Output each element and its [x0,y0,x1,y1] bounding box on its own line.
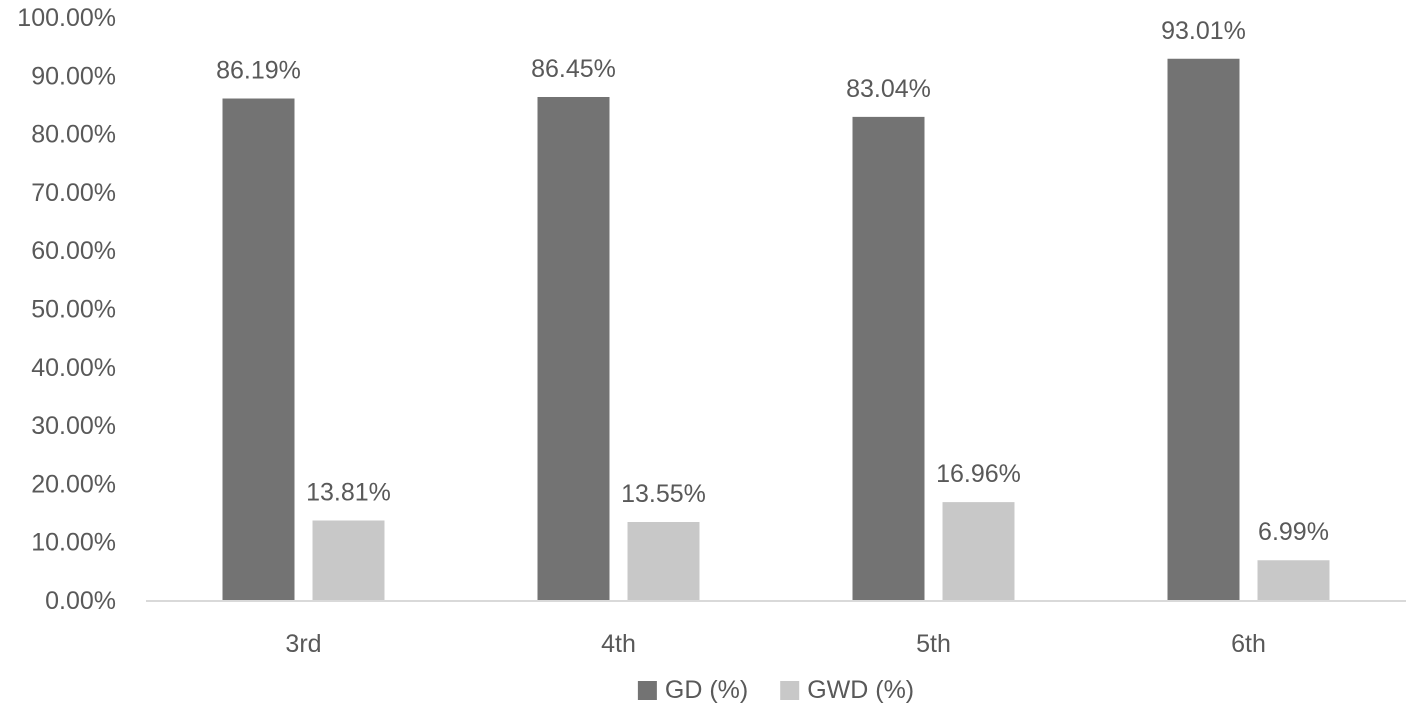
bars [222,58,1330,602]
x-tick-label: 3rd [285,630,321,658]
x-axis-ticks: 3rd 4th 5th 6th [285,630,1265,658]
data-label: 86.19% [216,57,301,85]
x-tick-label: 4th [601,630,636,658]
bar-gwd-5th [942,502,1015,601]
y-tick-label: 60.00% [31,237,116,265]
legend-swatch [637,681,657,700]
data-label: 93.01% [1161,17,1246,45]
y-tick-label: 40.00% [31,354,116,382]
bar-gd-6th [1167,58,1240,601]
legend-item: GD (%) [637,676,748,704]
y-tick-label: 70.00% [31,179,116,207]
data-label: 86.45% [531,55,616,83]
bar-gwd-3rd [312,520,385,601]
data-labels: 86.19% 13.81% 86.45% 13.55% 83.04% 16.96% 93.0… [216,17,1329,546]
bar-gwd-4th [627,522,700,601]
data-label: 13.81% [306,478,391,506]
legend-swatch [780,681,800,700]
legend-label: GWD (%) [807,676,914,704]
y-tick-label: 50.00% [31,296,116,324]
bar-gd-4th [537,96,610,602]
bar-gd-3rd [222,98,295,601]
legend-label: GD (%) [665,676,748,704]
data-label: 83.04% [846,75,931,103]
y-tick-label: 90.00% [31,62,116,90]
legend: GD (%) GWD (%) [637,676,914,704]
x-tick-label: 6th [1231,630,1266,658]
x-tick-label: 5th [916,630,951,658]
bar-gd-5th [852,116,925,601]
y-tick-label: 20.00% [31,470,116,498]
y-tick-label: 30.00% [31,412,116,440]
y-tick-label: 0.00% [45,587,116,615]
data-label: 13.55% [621,480,706,508]
y-tick-label: 10.00% [31,529,116,557]
y-tick-label: 80.00% [31,121,116,149]
bar-gwd-6th [1257,560,1330,601]
y-axis-ticks: 0.00% 10.00% 20.00% 30.00% 40.00% 50.00% 60.00… [17,4,116,615]
y-tick-label: 100.00% [17,4,116,32]
legend-item: GWD (%) [780,676,914,704]
data-label: 16.96% [936,460,1021,488]
data-label: 6.99% [1258,518,1329,546]
